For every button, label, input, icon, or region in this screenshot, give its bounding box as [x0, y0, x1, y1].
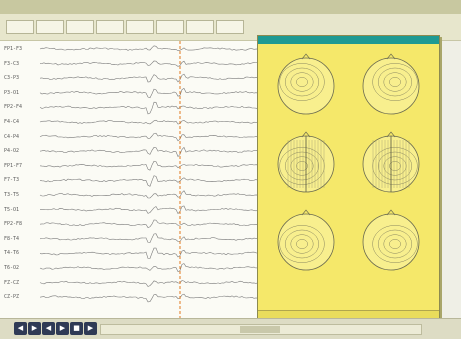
- channel-label: F4-C4: [4, 119, 20, 125]
- channel-label: T6-O2: [4, 265, 20, 271]
- channel-label: FP2-F8: [4, 221, 23, 228]
- toolbar-button-4[interactable]: [96, 20, 124, 34]
- head-map-top-view-right: [362, 131, 420, 193]
- nav-button-2[interactable]: ▶: [28, 322, 41, 335]
- brain-map-titlebar[interactable]: [258, 36, 439, 44]
- channel-label: T4-T6: [4, 250, 20, 257]
- channel-label: F7-T3: [4, 177, 20, 184]
- scroll-thumb[interactable]: [240, 326, 280, 333]
- toolbar-button-8[interactable]: [216, 20, 244, 34]
- toolbar-button-5[interactable]: [126, 20, 154, 34]
- head-map-back-view-right: [362, 209, 420, 271]
- channel-label: T3-T5: [4, 192, 20, 198]
- channel-label: P4-O2: [4, 148, 20, 155]
- nav-button-5[interactable]: ■: [70, 322, 83, 335]
- channel-label: P3-O1: [4, 89, 20, 96]
- channel-label: CZ-PZ: [4, 294, 20, 301]
- toolbar-button-1[interactable]: [6, 20, 34, 34]
- toolbar: [0, 14, 461, 41]
- head-map-right-lateral: [362, 53, 420, 115]
- nav-button-3[interactable]: ◀: [42, 322, 55, 335]
- head-map-top-view-left: [277, 131, 335, 193]
- channel-label-column: FP1-F3 F3-C3 C3-P3 P3-O1 FP2-F4 F4-C4 C4-P4 P4-…: [4, 41, 40, 318]
- nav-button-1[interactable]: ◀: [14, 322, 27, 335]
- toolbar-button-7[interactable]: [186, 20, 214, 34]
- brain-map-window[interactable]: [257, 35, 440, 320]
- bottom-navigation-bar: ◀ ▶ ◀ ▶ ■ ▶: [0, 318, 461, 339]
- window-titlebar: [0, 0, 461, 15]
- channel-label: F3-C3: [4, 60, 20, 67]
- nav-button-6[interactable]: ▶: [84, 322, 97, 335]
- nav-button-4[interactable]: ▶: [56, 322, 69, 335]
- head-map-left-lateral: [277, 53, 335, 115]
- head-map-back-view-left: [277, 209, 335, 271]
- channel-label: T5-O1: [4, 206, 20, 213]
- toolbar-button-6[interactable]: [156, 20, 184, 34]
- toolbar-button-2[interactable]: [36, 20, 64, 34]
- channel-label: C4-P4: [4, 133, 20, 140]
- brain-map-scrollbar[interactable]: [258, 310, 439, 319]
- channel-label: FP1-F3: [4, 46, 23, 52]
- channel-label: C3-P3: [4, 75, 20, 82]
- horizontal-scrollbar[interactable]: [100, 324, 422, 335]
- channel-label: FP2-F4: [4, 104, 23, 111]
- channel-label: F8-T4: [4, 235, 20, 242]
- channel-label: FP1-F7: [4, 162, 23, 169]
- toolbar-button-3[interactable]: [66, 20, 94, 34]
- channel-label: FZ-CZ: [4, 279, 20, 286]
